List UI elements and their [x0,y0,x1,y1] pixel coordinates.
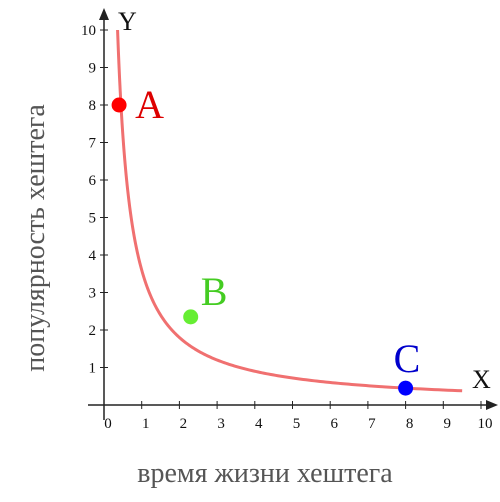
x-axis-title: время жизни хештега [137,458,393,489]
series-curve [116,29,463,393]
x-tick-label: 5 [293,416,301,432]
point-a [111,97,127,113]
x-tick-label: 7 [368,416,376,432]
x-tick-label: 9 [444,416,452,432]
y-axis-arrow [99,8,109,20]
y-tick-label: 2 [89,323,97,339]
y-tick-label: 6 [89,173,97,189]
point-label-b: B [201,269,228,314]
y-tick-label: 7 [89,136,97,152]
y-tick-label: 1 [89,361,97,377]
y-ticks: 1 2 3 4 5 6 7 8 9 10 [81,23,108,377]
x-axis-arrow [486,400,498,410]
x-tick-label: 8 [406,416,414,432]
x-tick-label: 0 [104,416,112,432]
x-tick-label: 10 [478,416,493,432]
x-axis-letter: X [472,365,491,394]
x-tick-label: 3 [217,416,225,432]
x-tick-label: 2 [180,416,188,432]
point-label-c: C [394,336,421,381]
x-tick-label: 4 [255,416,263,432]
y-tick-label: 4 [89,248,97,264]
y-axis-title: популярность хештега [20,104,51,372]
point-b [183,309,199,325]
x-tick-label: 6 [330,416,338,432]
x-ticks: 0 1 2 3 4 5 6 7 8 9 10 [103,401,493,432]
y-tick-label: 5 [89,211,97,227]
y-tick-label: 10 [81,23,96,39]
y-axis-letter: Y [118,7,137,36]
y-tick-label: 3 [89,286,97,302]
x-tick-label: 1 [142,416,150,432]
data-points: A B C [111,82,421,396]
y-tick-label: 9 [89,61,97,77]
y-tick-label: 8 [89,98,97,114]
axes [88,8,498,420]
point-c [398,380,414,396]
point-label-a: A [135,82,164,127]
